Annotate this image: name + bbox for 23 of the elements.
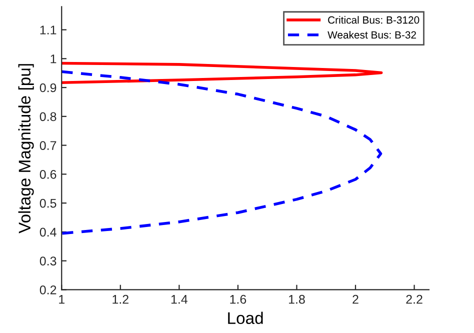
y-tick-label: 0.3 bbox=[40, 256, 56, 266]
x-tick-label: 1.2 bbox=[112, 294, 128, 304]
y-tick-label: 0.4 bbox=[40, 228, 56, 237]
y-tick-label: 0.2 bbox=[40, 286, 56, 294]
y-tick-label: 0.5 bbox=[40, 198, 56, 208]
x-tick-label: 1.4 bbox=[171, 295, 188, 304]
y-tick-label: 0.7 bbox=[40, 141, 56, 150]
line-series bbox=[62, 62, 383, 84]
y-tick-label: 1.1 bbox=[40, 26, 56, 34]
y-tick-label: 0.9 bbox=[40, 83, 56, 92]
line-series bbox=[62, 70, 382, 235]
legend-label: Critical Bus: B-3120 bbox=[328, 16, 420, 24]
x-tick-label: 1.6 bbox=[230, 294, 246, 304]
x-tick-label: 2.2 bbox=[406, 294, 422, 304]
x-axis-title: Load bbox=[228, 312, 263, 324]
x-tick-label: 2 bbox=[352, 294, 358, 304]
legend-label: Weakest Bus: B-32 bbox=[328, 30, 416, 39]
x-tick-label: 1 bbox=[59, 295, 64, 304]
y-tick-label: 0.6 bbox=[40, 170, 56, 179]
y-tick-label: 1 bbox=[50, 54, 56, 64]
x-tick-label: 1.8 bbox=[288, 294, 305, 304]
y-axis-title: Voltage Magnitude [pu] bbox=[18, 64, 34, 234]
y-tick-label: 0.8 bbox=[40, 112, 56, 122]
